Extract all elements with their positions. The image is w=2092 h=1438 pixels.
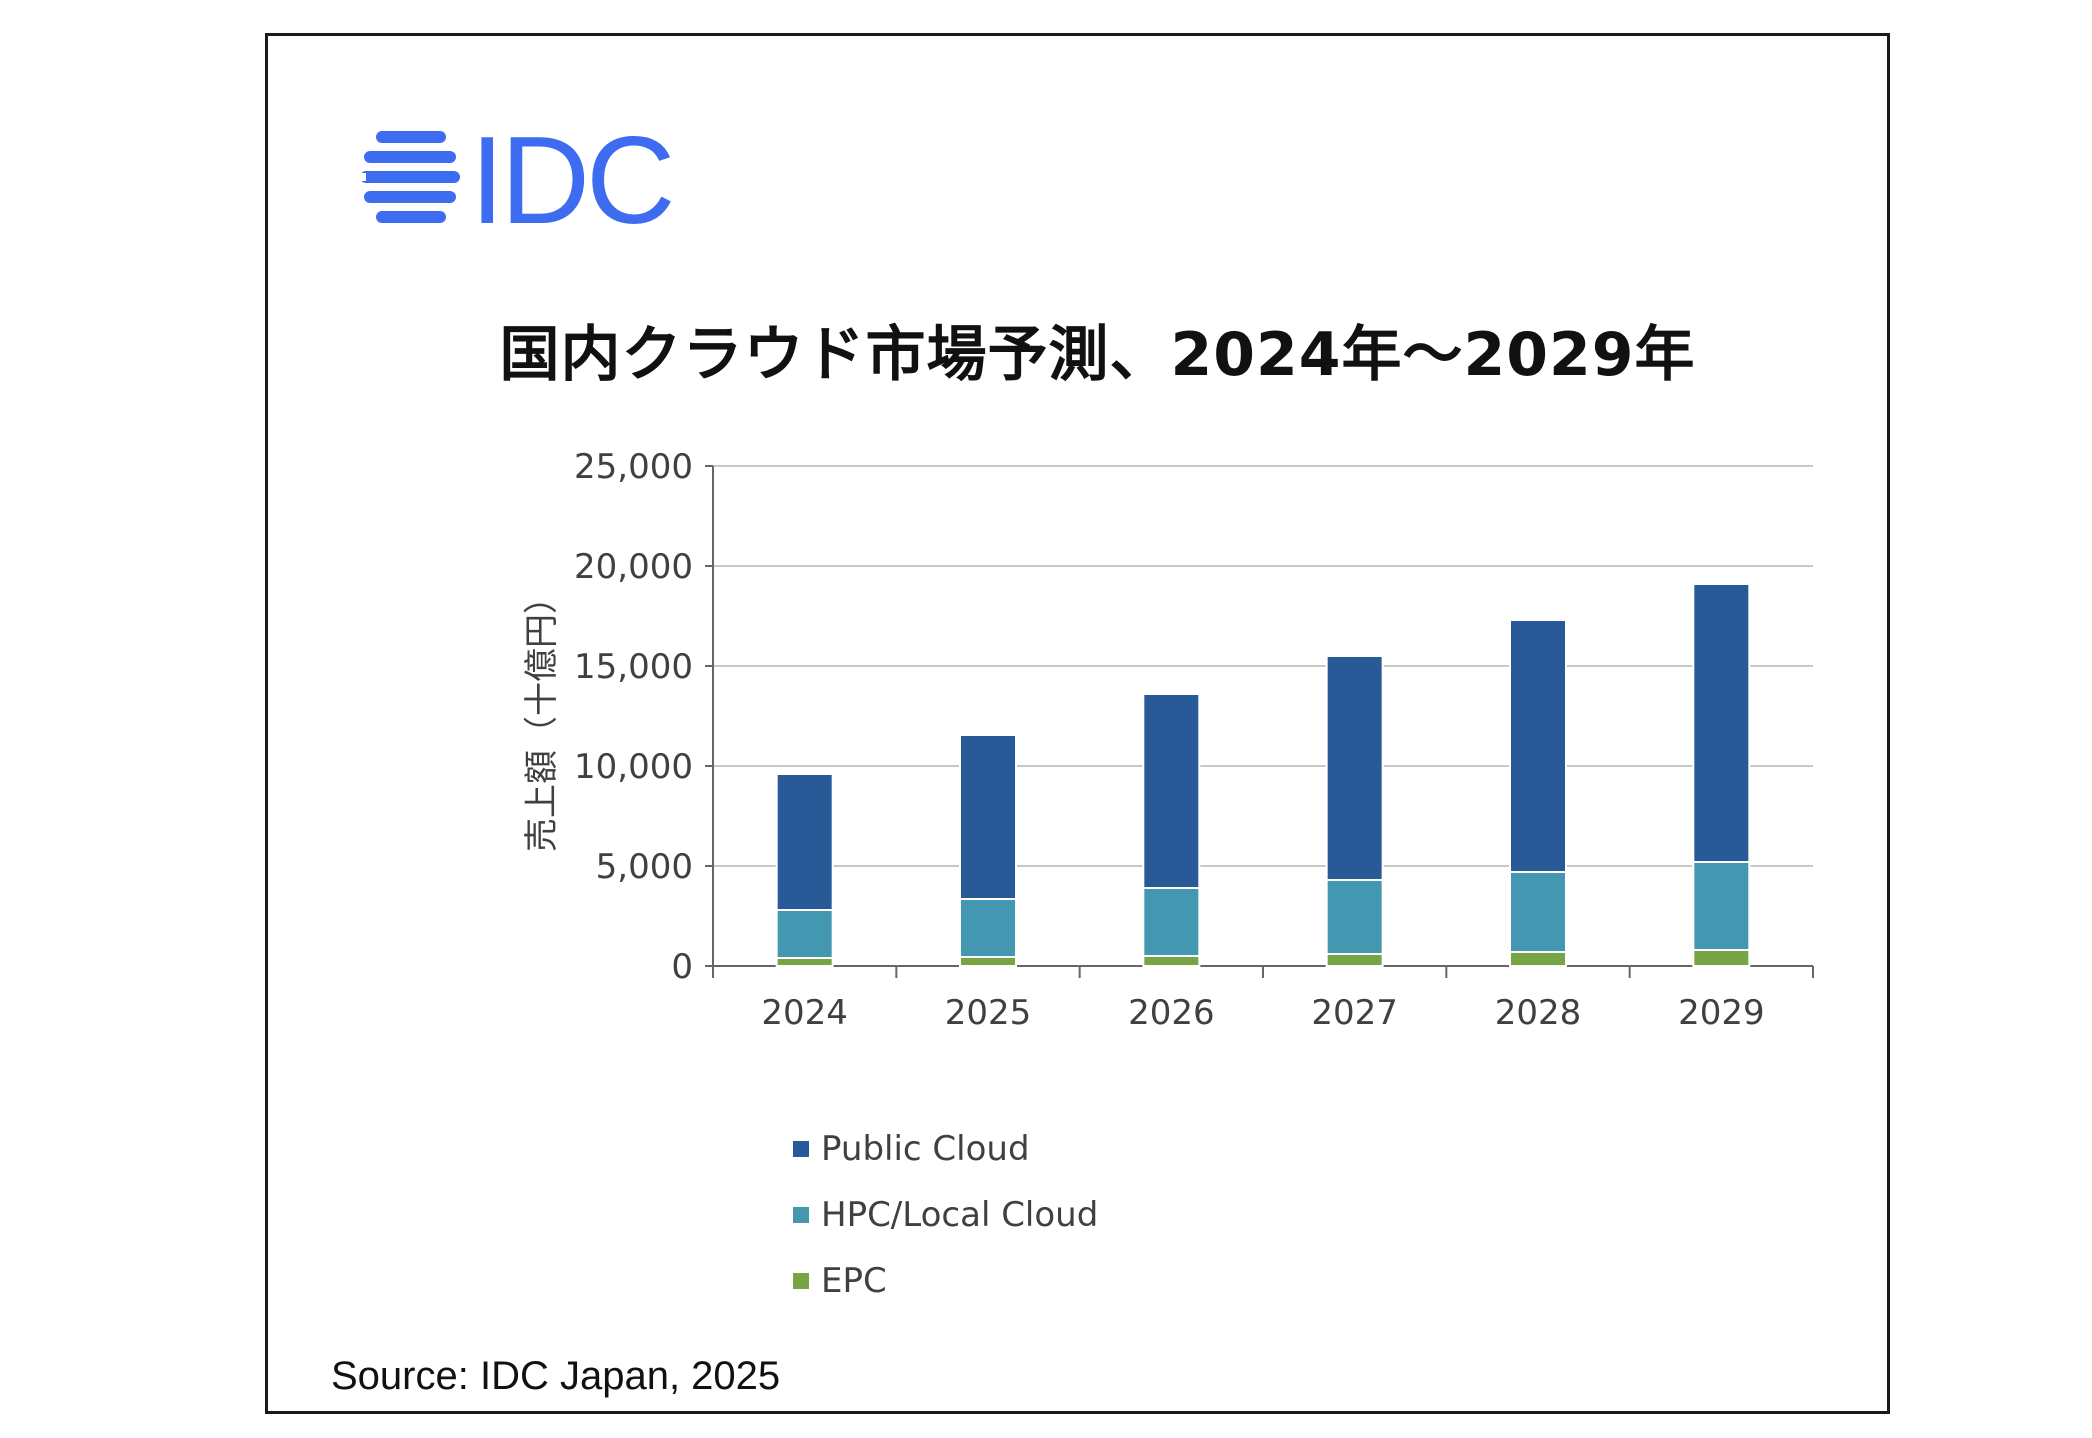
legend-label: HPC/Local Cloud bbox=[821, 1195, 1099, 1235]
legend: Public Cloud HPC/Local Cloud EPC bbox=[793, 1116, 1098, 1314]
x-tick-label: 2025 bbox=[945, 993, 1032, 1033]
x-tick-label: 2029 bbox=[1678, 993, 1765, 1033]
x-tick-label: 2028 bbox=[1495, 993, 1582, 1033]
bar-hpc-local-cloud-2024 bbox=[775, 909, 834, 959]
y-tick-label: 20,000 bbox=[574, 547, 693, 587]
x-tick-label: 2024 bbox=[761, 993, 848, 1033]
y-tick-label: 15,000 bbox=[574, 647, 693, 687]
chart-area: 25,000 20,000 15,000 10,000 5,000 0 2024 2025 20… bbox=[522, 447, 1814, 1033]
bar-public-cloud-2027 bbox=[1325, 655, 1384, 881]
bar-public-cloud-2028 bbox=[1509, 619, 1567, 873]
bar-epc-2025 bbox=[959, 956, 1017, 967]
legend-item-hpc-local-cloud: HPC/Local Cloud bbox=[793, 1182, 1098, 1248]
legend-item-public-cloud: Public Cloud bbox=[793, 1116, 1098, 1182]
y-tick-label: 25,000 bbox=[574, 447, 693, 487]
x-tick-label: 2027 bbox=[1311, 993, 1398, 1033]
bar-epc-2028 bbox=[1509, 951, 1567, 967]
bar-public-cloud-2025 bbox=[959, 734, 1017, 900]
chart-frame: IDC 国内クラウド市場予測、2024年～2029年 25,000 20,000 1… bbox=[265, 33, 1890, 1414]
bar-hpc-local-cloud-2028 bbox=[1509, 871, 1567, 953]
source-note: Source: IDC Japan, 2025 bbox=[331, 1354, 781, 1398]
bar-public-cloud-2029 bbox=[1692, 583, 1751, 863]
legend-label: EPC bbox=[821, 1261, 887, 1301]
bar-epc-2024 bbox=[775, 957, 834, 967]
legend-item-epc: EPC bbox=[793, 1248, 1098, 1314]
y-tick-label: 0 bbox=[671, 947, 693, 987]
bar-epc-2026 bbox=[1142, 955, 1201, 967]
bar-epc-2027 bbox=[1325, 953, 1384, 967]
y-tick-label: 10,000 bbox=[574, 747, 693, 787]
idc-logo-text: IDC bbox=[470, 121, 672, 241]
chart-title: 国内クラウド市場予測、2024年～2029年 bbox=[499, 320, 1696, 390]
idc-logo-mark-icon bbox=[358, 131, 460, 223]
bar-epc-2029 bbox=[1692, 949, 1751, 967]
bar-public-cloud-2026 bbox=[1142, 693, 1201, 889]
bar-hpc-local-cloud-2026 bbox=[1142, 887, 1201, 957]
y-tick-label: 5,000 bbox=[596, 847, 693, 887]
bar-hpc-local-cloud-2029 bbox=[1692, 861, 1751, 951]
bar-hpc-local-cloud-2025 bbox=[959, 898, 1017, 958]
y-axis-label: 売上額（十億円） bbox=[522, 580, 562, 852]
bar-public-cloud-2024 bbox=[775, 773, 834, 911]
legend-label: Public Cloud bbox=[821, 1129, 1030, 1169]
legend-swatch-hpc-local-cloud bbox=[793, 1207, 809, 1223]
bar-hpc-local-cloud-2027 bbox=[1325, 879, 1384, 955]
legend-swatch-epc bbox=[793, 1273, 809, 1289]
x-tick-label: 2026 bbox=[1128, 993, 1215, 1033]
legend-swatch-public-cloud bbox=[793, 1141, 809, 1157]
idc-logo: IDC bbox=[358, 121, 676, 241]
